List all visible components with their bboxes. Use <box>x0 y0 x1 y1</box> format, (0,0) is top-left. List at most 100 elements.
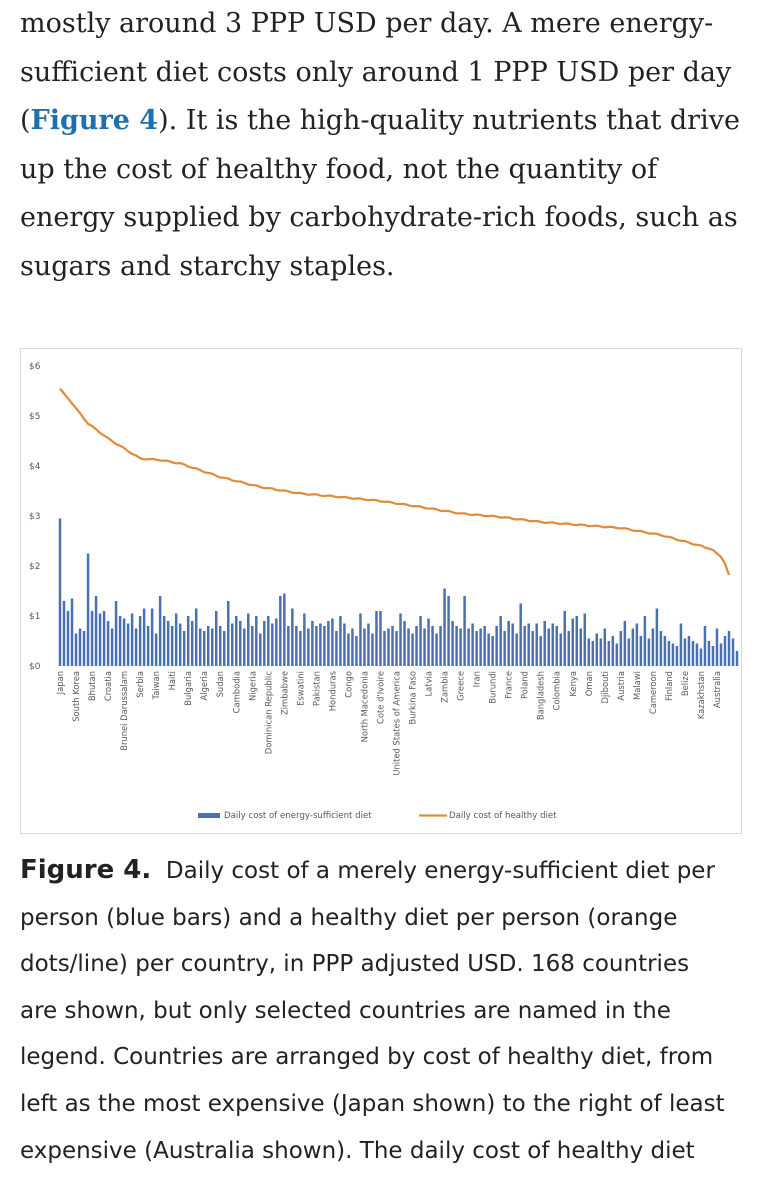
x-tick-country-label: North Macedonia <box>359 671 369 742</box>
y-tick-label: $2 <box>29 562 40 572</box>
bar-energy-sufficient <box>619 631 623 666</box>
bar-energy-sufficient <box>251 626 254 666</box>
bar-energy-sufficient <box>122 618 126 666</box>
bar-energy-sufficient <box>635 623 639 666</box>
bar-energy-sufficient <box>475 631 478 666</box>
x-tick-country-label: Kazakhstan <box>696 671 706 719</box>
bar-energy-sufficient <box>126 623 130 666</box>
bar-energy-sufficient <box>663 636 667 666</box>
bar-energy-sufficient <box>707 641 711 666</box>
bar-energy-sufficient <box>182 631 186 666</box>
bar-energy-sufficient <box>94 596 98 666</box>
bar-energy-sufficient <box>351 628 354 666</box>
x-tick-country-label: Japan <box>55 671 65 695</box>
caption-line: are shown, but only selected countries a… <box>20 997 671 1024</box>
body-line: mostly around 3 PPP USD per day. A mere … <box>20 8 714 39</box>
x-tick-country-label: Belize <box>680 671 690 696</box>
bar-energy-sufficient <box>106 621 110 666</box>
bar-energy-sufficient <box>158 596 162 666</box>
legend-label-healthy: Daily cost of healthy diet <box>449 811 557 821</box>
bar-energy-sufficient <box>651 628 655 666</box>
bar-energy-sufficient <box>259 633 262 666</box>
y-tick-label: $1 <box>29 612 40 622</box>
bar-energy-sufficient <box>583 613 587 666</box>
bar-energy-sufficient <box>335 631 338 666</box>
bar-energy-sufficient <box>611 636 615 666</box>
bar-energy-sufficient <box>58 518 62 666</box>
bar-energy-sufficient <box>74 633 78 666</box>
caption-line: expensive (Australia shown). The daily c… <box>20 1137 695 1164</box>
bar-energy-sufficient <box>503 631 506 666</box>
x-tick-country-label: Serbia <box>135 671 145 698</box>
bar-energy-sufficient <box>431 626 434 666</box>
body-line-prefix: ( <box>20 105 31 137</box>
bar-energy-sufficient <box>459 628 462 666</box>
legend-swatch-energy <box>198 813 220 818</box>
article-body-text: mostly around 3 PPP USD per day. A mere … <box>20 0 750 292</box>
body-line-suffix: ). It is the high-quality nutrients that… <box>158 105 740 137</box>
bar-energy-sufficient <box>495 626 498 666</box>
bar-energy-sufficient <box>403 621 406 666</box>
bar-energy-sufficient <box>239 621 242 666</box>
bar-energy-sufficient <box>391 626 394 666</box>
x-tick-country-label: Austria <box>616 671 626 701</box>
bar-energy-sufficient <box>186 616 190 666</box>
bar-energy-sufficient <box>623 621 627 666</box>
bar-energy-sufficient <box>166 621 170 666</box>
bar-energy-sufficient <box>567 631 571 666</box>
bar-energy-sufficient <box>555 626 558 666</box>
bar-energy-sufficient <box>110 628 114 666</box>
bar-energy-sufficient <box>575 616 579 666</box>
bar-energy-sufficient <box>703 626 707 666</box>
bar-energy-sufficient <box>62 601 66 666</box>
body-line: sufficient diet costs only around 1 PPP … <box>20 56 732 88</box>
bar-energy-sufficient <box>154 633 158 666</box>
x-tick-country-label: Burkina Faso <box>408 671 418 724</box>
figure-4-link[interactable]: Figure 4 <box>30 105 159 137</box>
bar-energy-sufficient <box>198 628 202 666</box>
bar-energy-sufficient <box>479 628 482 666</box>
bar-energy-sufficient <box>419 616 422 666</box>
x-tick-country-label: Congo <box>343 671 353 698</box>
bar-energy-sufficient <box>639 636 643 666</box>
bar-energy-sufficient <box>323 626 326 666</box>
bar-energy-sufficient <box>519 603 522 666</box>
bar-energy-sufficient <box>118 616 122 666</box>
caption-line: dots/line) per country, in PPP adjusted … <box>20 951 690 978</box>
bar-energy-sufficient <box>347 633 350 666</box>
bar-energy-sufficient <box>603 628 607 666</box>
x-tick-country-label: Djibouti <box>600 671 610 703</box>
bar-energy-sufficient <box>235 616 238 666</box>
figure-4-chart[interactable]: $0 $1 $2 $3 $4 $5 $6 Japan South Korea Bhutan Croa… <box>20 348 742 834</box>
bar-energy-sufficient <box>102 611 106 666</box>
bar-energy-sufficient <box>255 616 258 666</box>
bar-energy-sufficient <box>138 616 142 666</box>
bar-energy-sufficient <box>487 633 490 666</box>
caption-first-line: Figure 4. Daily cost of a merely energy-… <box>20 847 750 895</box>
bar-energy-sufficient <box>587 638 591 666</box>
bar-energy-sufficient <box>711 646 715 666</box>
bar-energy-sufficient <box>683 638 687 666</box>
bar-energy-sufficient <box>210 628 214 666</box>
body-line: energy supplied by carbohydrate-rich foo… <box>20 202 738 234</box>
bar-energy-sufficient <box>150 608 154 666</box>
bar-energy-sufficient <box>243 628 246 666</box>
x-tick-country-label: Zambia <box>440 671 450 703</box>
bar-energy-sufficient <box>731 638 735 666</box>
bar-energy-sufficient <box>523 626 526 666</box>
y-tick-label: $3 <box>29 512 40 522</box>
x-tick-country-label: Nigeria <box>247 671 257 701</box>
x-tick-country-label: Zimbabwe <box>279 671 289 715</box>
bar-energy-sufficient <box>659 631 663 666</box>
bar-energy-sufficient <box>78 628 82 666</box>
bar-energy-sufficient <box>695 643 699 666</box>
bar-energy-sufficient <box>170 626 174 666</box>
bar-energy-sufficient <box>299 631 302 666</box>
bar-energy-sufficient <box>591 641 595 666</box>
x-tick-country-label: Latvia <box>424 671 434 697</box>
bar-energy-sufficient <box>543 621 546 666</box>
body-line-with-link: (Figure 4). It is the high-quality nutri… <box>20 97 750 146</box>
x-tick-country-label: Cambodia <box>231 671 241 713</box>
caption-line: person (blue bars) and a healthy diet pe… <box>20 904 678 931</box>
x-tick-country-label: Cote d'Ivoire <box>375 671 385 724</box>
